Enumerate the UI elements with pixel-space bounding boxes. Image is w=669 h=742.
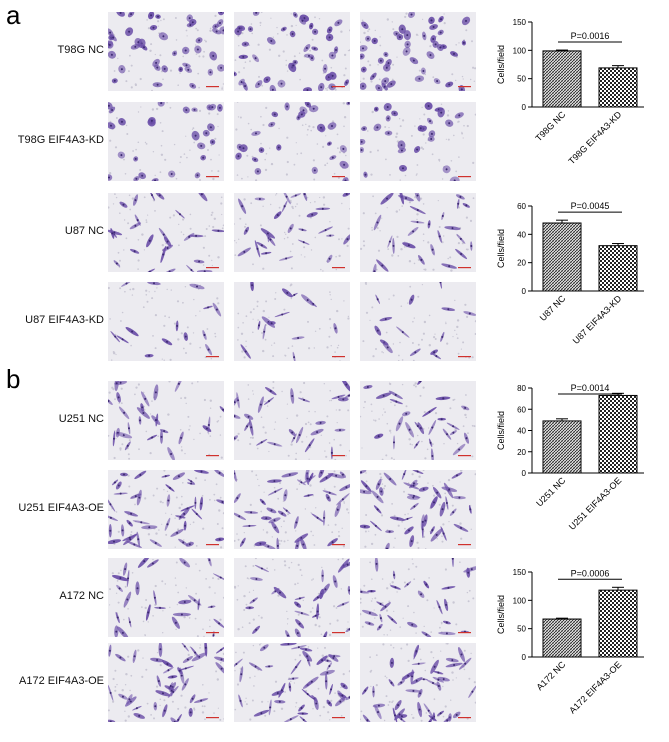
panel-letter: b	[6, 364, 21, 394]
bar-chart: 0 50 100 150 Cells/field T98G NC T98G EIF4A3-K…	[484, 12, 669, 187]
micrograph	[108, 193, 224, 272]
y-tick-label: 0	[522, 287, 527, 296]
bar	[542, 618, 582, 658]
micrograph	[234, 12, 350, 91]
y-tick-label: 50	[517, 75, 526, 84]
y-tick-label: 0	[522, 103, 527, 112]
y-tick-label: 100	[513, 46, 527, 55]
micrograph	[108, 558, 224, 637]
bar-chart: 0 20 40 60 Cells/field U87 NC U87 EIF4A3-KD P=0…	[484, 196, 669, 371]
micrograph	[234, 282, 350, 361]
micrograph	[234, 643, 350, 722]
p-value-annotation: P=0.0014	[571, 383, 610, 393]
micrograph	[234, 558, 350, 637]
y-tick-label: 0	[522, 469, 527, 478]
micrograph	[360, 193, 476, 272]
micrograph	[108, 643, 224, 722]
chart-svg: 0 20 40 60 Cells/field U87 NC U87 EIF4A3-KD P=0…	[496, 201, 644, 346]
chart-svg: 0 20 40 60 80 Cells/field U251 NC U251 EIF4A3-O…	[496, 383, 644, 532]
chart-svg: 0 50 100 150 Cells/field T98G NC T98G EIF4A3-K…	[496, 18, 644, 166]
micrograph	[108, 12, 224, 91]
y-axis-label: Cells/field	[496, 229, 506, 268]
x-tick-label: A172 NC	[535, 659, 568, 692]
y-tick-label: 50	[517, 625, 526, 634]
row-label: A172 EIF4A3-OE	[19, 675, 104, 687]
row-label: U87 EIF4A3-KD	[25, 314, 104, 326]
y-tick-label: 150	[513, 568, 527, 577]
p-value-annotation: P=0.0006	[571, 568, 610, 578]
y-tick-label: 40	[517, 427, 526, 436]
bar	[542, 222, 582, 292]
micrograph	[108, 282, 224, 361]
y-axis-label: Cells/field	[496, 411, 506, 450]
row-label: T98G NC	[57, 44, 104, 56]
bar	[542, 50, 582, 108]
x-tick-label: T98G NC	[533, 109, 567, 143]
y-tick-label: 20	[517, 259, 526, 268]
micrograph	[108, 470, 224, 549]
bar	[598, 589, 638, 658]
bar	[598, 67, 638, 108]
x-tick-label: U87 NC	[538, 293, 568, 323]
x-tick-label: T98G EIF4A3-KD	[566, 109, 623, 166]
micrograph	[360, 102, 476, 181]
y-tick-label: 80	[517, 384, 526, 393]
x-tick-label: U251 NC	[534, 475, 568, 509]
row-label: U87 NC	[64, 225, 104, 237]
micrograph	[360, 558, 476, 637]
y-tick-label: 60	[517, 405, 526, 414]
y-axis-label: Cells/field	[496, 45, 506, 84]
bar	[542, 420, 582, 474]
p-value-annotation: P=0.0045	[571, 201, 610, 211]
micrograph	[234, 193, 350, 272]
bar	[598, 394, 638, 474]
y-tick-label: 100	[513, 596, 527, 605]
bar-chart: 0 50 100 150 Cells/field A172 NC A172 EIF4A3-O…	[484, 562, 669, 737]
micrograph	[360, 12, 476, 91]
micrograph	[234, 381, 350, 460]
x-tick-label: A172 EIF4A3-OE	[567, 659, 623, 715]
y-tick-label: 150	[513, 18, 527, 27]
x-tick-label: U251 EIF4A3-OE	[567, 475, 624, 532]
micrograph	[360, 643, 476, 722]
x-tick-label: U87 EIF4A3-KD	[571, 293, 624, 346]
row-label: T98G EIF4A3-KD	[17, 134, 104, 146]
y-tick-label: 40	[517, 230, 526, 239]
micrograph	[108, 381, 224, 460]
micrograph	[234, 102, 350, 181]
micrograph	[234, 470, 350, 549]
panel-letter: a	[6, 0, 21, 30]
row-label: A172 NC	[59, 590, 104, 602]
y-tick-label: 20	[517, 448, 526, 457]
row-label: U251 NC	[58, 413, 104, 425]
chart-svg: 0 50 100 150 Cells/field A172 NC A172 EIF4A3-O…	[496, 568, 644, 716]
micrograph	[360, 470, 476, 549]
p-value-annotation: P=0.0016	[571, 31, 610, 41]
y-tick-label: 60	[517, 202, 526, 211]
row-label: U251 EIF4A3-OE	[18, 502, 104, 514]
bar	[598, 245, 638, 292]
y-tick-label: 0	[522, 653, 527, 662]
micrograph	[360, 381, 476, 460]
y-axis-label: Cells/field	[496, 595, 506, 634]
bar-chart: 0 20 40 60 80 Cells/field U251 NC U251 EIF4A3-O…	[484, 378, 669, 553]
micrograph	[108, 102, 224, 181]
micrograph	[360, 282, 476, 361]
